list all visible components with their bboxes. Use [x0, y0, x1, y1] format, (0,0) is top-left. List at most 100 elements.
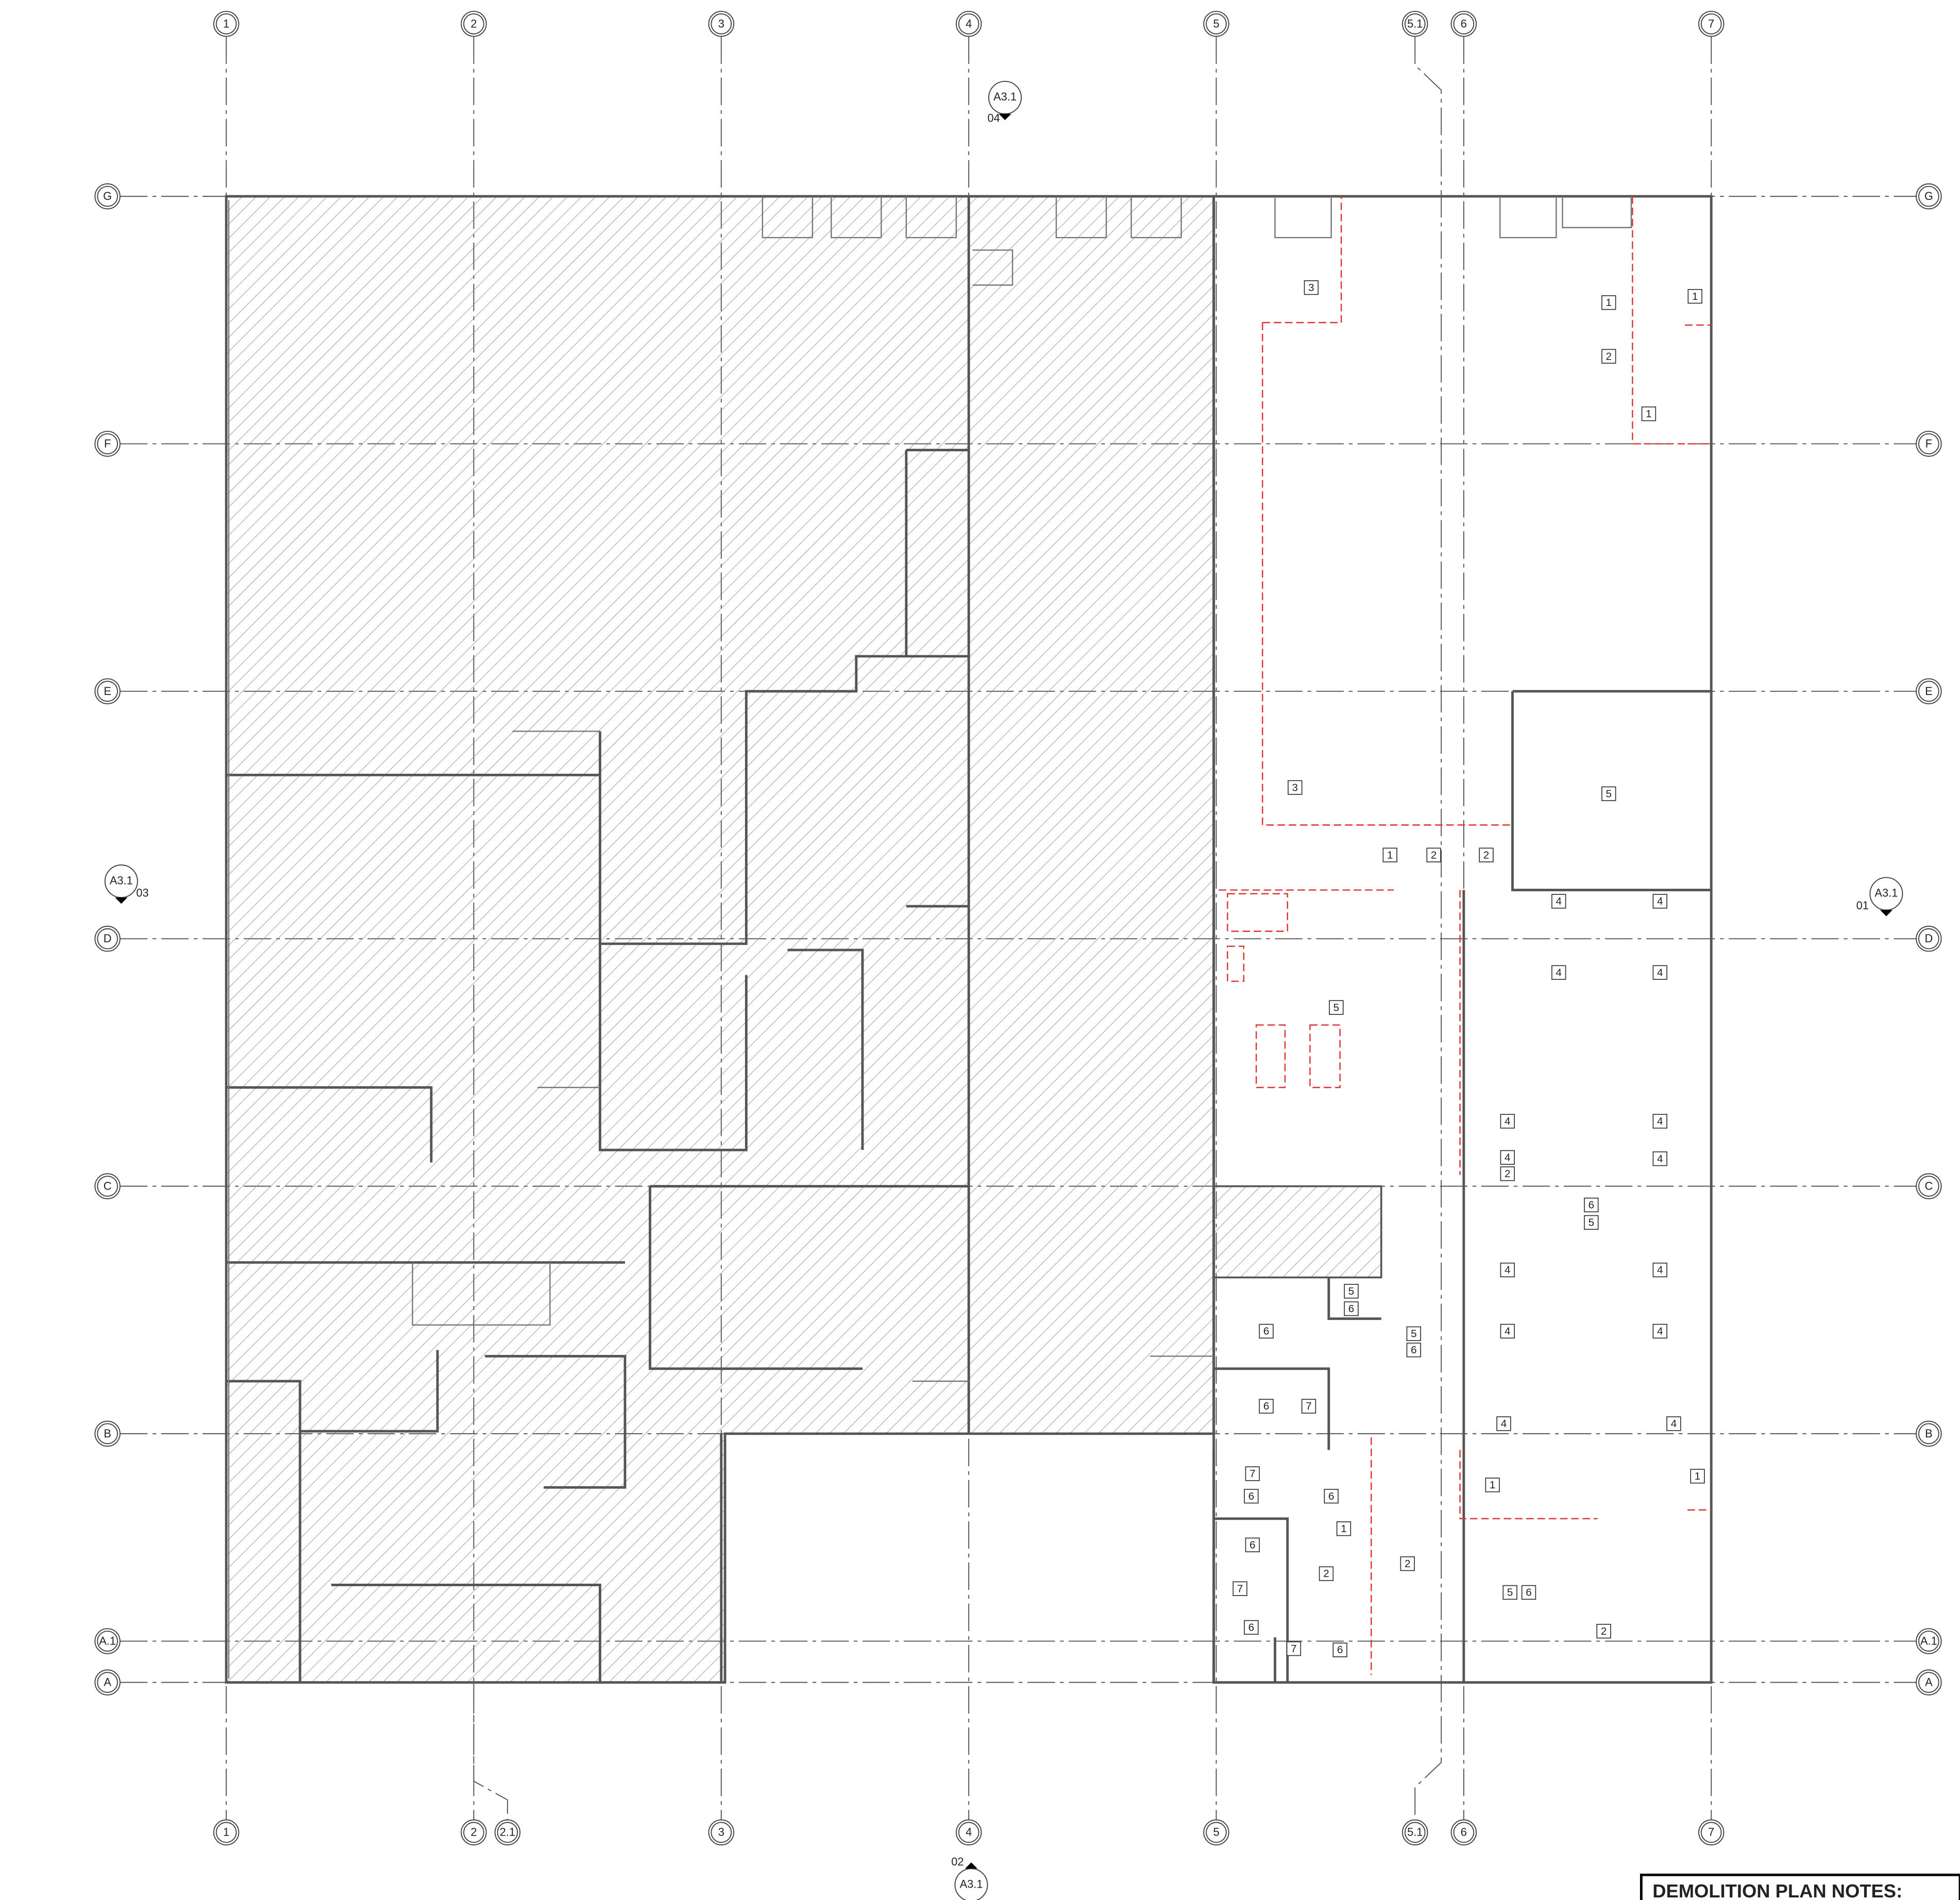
keynote-number: 4: [1657, 1264, 1663, 1276]
grid-label: A.1: [99, 1635, 116, 1648]
keynote-number: 6: [1249, 1539, 1255, 1551]
keynote-number: 7: [1249, 1468, 1255, 1480]
keynote-number: 4: [1657, 895, 1663, 907]
grid-label: 2: [470, 17, 477, 30]
keynote-number: 3: [1292, 782, 1298, 793]
section-sheet: A3.1: [960, 1877, 983, 1890]
keynote-number: 6: [1526, 1587, 1531, 1599]
grid-label: G: [1924, 190, 1933, 202]
grid-line: [1415, 37, 1441, 1820]
keynote-number: 1: [1341, 1523, 1346, 1535]
keynote-number: 6: [1263, 1400, 1269, 1412]
grid-label: 6: [1461, 1826, 1467, 1839]
grid-label: A.1: [1920, 1635, 1937, 1648]
notes-title: DEMOLITION PLAN NOTES:: [1652, 1880, 1902, 1900]
keynote-number: 6: [1248, 1490, 1254, 1502]
keynote-number: 1: [1695, 1470, 1700, 1482]
keynote-number: 7: [1291, 1643, 1296, 1655]
keynote-number: 4: [1657, 1153, 1663, 1165]
keynote-number: 6: [1263, 1326, 1269, 1337]
grid-label: 6: [1461, 17, 1467, 30]
grid-label: 3: [718, 17, 724, 30]
grid-label: D: [1924, 932, 1933, 945]
hatched-restrooms: [1214, 1186, 1381, 1278]
keynote-number: 6: [1589, 1199, 1594, 1211]
section-view: 03: [136, 887, 148, 900]
grid-label: 1: [223, 17, 229, 30]
keynote-number: 2: [1431, 849, 1437, 861]
grid-label: 5.1: [1407, 17, 1423, 30]
grid-label: A: [104, 1676, 111, 1689]
grid-label: B: [104, 1427, 111, 1440]
section-sheet: A3.1: [993, 90, 1017, 103]
keynote-number: 2: [1601, 1625, 1607, 1637]
grid-label: F: [1925, 437, 1932, 450]
keynote-number: 1: [1490, 1479, 1495, 1491]
section-arrow: [999, 114, 1011, 120]
keynote-number: 2: [1505, 1168, 1510, 1180]
grid-label: E: [1925, 685, 1933, 698]
grid-label: 7: [1708, 17, 1714, 30]
section-sheet: A3.1: [1874, 887, 1898, 900]
grid-label: C: [1924, 1179, 1933, 1192]
grid-label: E: [104, 685, 111, 698]
keynote-number: 1: [1387, 849, 1393, 861]
keynote-number: 4: [1501, 1418, 1507, 1430]
keynote-number: 4: [1556, 966, 1562, 978]
section-view: 02: [951, 1855, 964, 1868]
grid-label: 4: [966, 17, 972, 30]
grid-label: F: [104, 437, 111, 450]
grid-label: 5: [1213, 17, 1219, 30]
keynote-number: 5: [1606, 788, 1612, 800]
keynote-number: 5: [1411, 1328, 1416, 1339]
grid-label: C: [104, 1179, 112, 1192]
section-sheet: A3.1: [110, 874, 133, 887]
keynote-number: 4: [1671, 1418, 1677, 1430]
keynote-number: 4: [1505, 1115, 1510, 1127]
keynote-number: 1: [1606, 297, 1612, 309]
keynote-number: 2: [1483, 849, 1489, 861]
keynote-number: 2: [1405, 1558, 1410, 1570]
section-view: 01: [1856, 899, 1869, 912]
keynote-number: 1: [1692, 291, 1698, 302]
keynote-number: 5: [1333, 1002, 1339, 1013]
grid-label: 2: [470, 1826, 477, 1839]
keynote-number: 4: [1505, 1264, 1510, 1276]
keynote-number: 4: [1505, 1151, 1510, 1163]
keynote-number: 5: [1589, 1217, 1594, 1229]
keynote-number: 6: [1248, 1622, 1254, 1634]
grid-label: 7: [1708, 1826, 1714, 1839]
section-arrow: [1880, 910, 1893, 916]
grid-label: 3: [718, 1826, 724, 1839]
grid-label: 4: [966, 1826, 972, 1839]
grid-line: [474, 1683, 508, 1820]
section-arrow: [115, 897, 127, 904]
keynote-number: 5: [1348, 1285, 1354, 1297]
keynote-number: 7: [1306, 1400, 1311, 1412]
grid-label: 5.1: [1407, 1826, 1423, 1839]
keynote-number: 4: [1657, 1326, 1663, 1337]
keynote-number: 5: [1507, 1587, 1513, 1599]
keynote-number: 4: [1505, 1326, 1510, 1337]
keynote-number: 6: [1348, 1303, 1354, 1315]
grid-label: 2.1: [500, 1826, 515, 1839]
grid-label: A: [1925, 1676, 1933, 1689]
floor-plan: 1 2 3 4 5 5.1 6 7 1 2 2.1 3 4 5 5.1 6 7 G G F F E E D D C C B B A.1 A.…: [0, 0, 1960, 1900]
keynote-number: 1: [1646, 408, 1651, 420]
keynote-number: 6: [1411, 1344, 1416, 1356]
grid-label: 1: [223, 1826, 229, 1839]
grid-label: 5: [1213, 1826, 1219, 1839]
keynote-number: 4: [1556, 895, 1562, 907]
grid-label: B: [1925, 1427, 1933, 1440]
keynote-number: 2: [1606, 350, 1612, 362]
keynote-number: 4: [1657, 1115, 1663, 1127]
keynote-number: 7: [1237, 1583, 1243, 1594]
grid-label: G: [103, 190, 112, 202]
grid-label: D: [104, 932, 112, 945]
keynote-number: 2: [1323, 1568, 1329, 1580]
keynote-number: 6: [1337, 1644, 1343, 1656]
section-view: 04: [988, 111, 1000, 124]
section-arrow: [965, 1862, 977, 1869]
keynote-number: 6: [1328, 1490, 1334, 1502]
keynote-number: 3: [1308, 282, 1314, 294]
